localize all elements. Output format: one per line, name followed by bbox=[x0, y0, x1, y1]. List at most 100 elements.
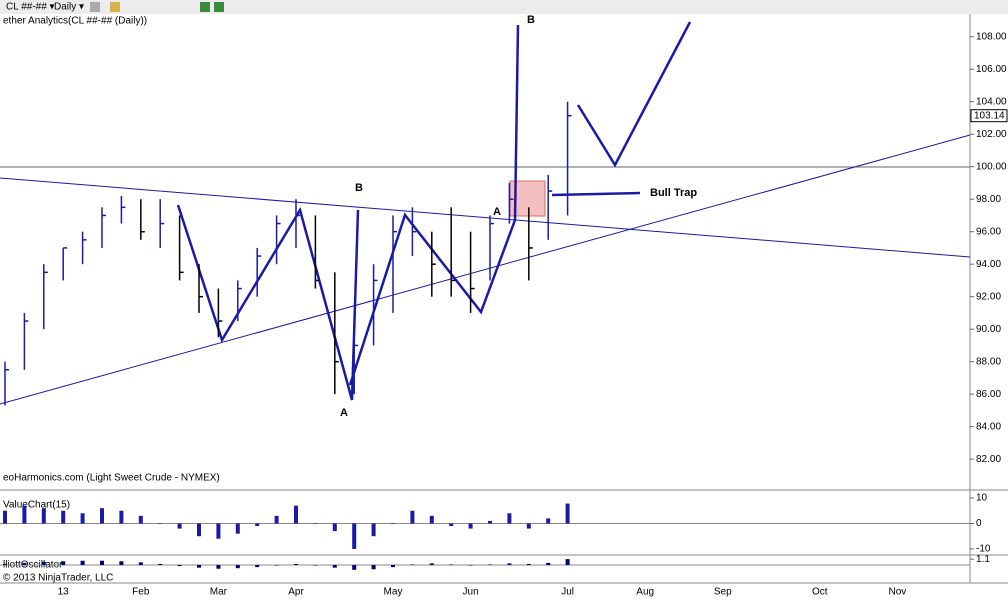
y-tick-label: 90.00 bbox=[976, 324, 1001, 335]
indicator-bar bbox=[449, 564, 454, 565]
indicator-bar bbox=[332, 523, 337, 532]
toolbar-icon[interactable] bbox=[214, 2, 224, 12]
arrow bbox=[551, 191, 641, 197]
indicator-bar bbox=[255, 565, 260, 568]
price-marker: 103.14 bbox=[974, 110, 1005, 121]
y-tick-label: 98.00 bbox=[976, 194, 1001, 205]
y-tick-label: 108.00 bbox=[976, 31, 1007, 42]
indicator-bar bbox=[197, 565, 201, 568]
indicator-bar bbox=[371, 523, 376, 537]
trend-line bbox=[0, 134, 971, 405]
indicator-bar bbox=[3, 510, 7, 524]
annotation: Bull Trap bbox=[650, 187, 697, 199]
indicator-bar bbox=[391, 523, 395, 524]
indicator-bar bbox=[100, 508, 104, 524]
toolbar-icon[interactable] bbox=[90, 2, 100, 12]
indicator-bar bbox=[313, 523, 318, 524]
indicator-bar bbox=[197, 523, 201, 537]
period-selector[interactable]: Daily ▾ bbox=[54, 2, 84, 13]
y-tick-label: 86.00 bbox=[976, 389, 1001, 400]
y-tick-label: 100.00 bbox=[976, 161, 1007, 172]
indicator-bar bbox=[332, 565, 337, 568]
x-tick-label: Aug bbox=[636, 587, 654, 598]
price-marker-box bbox=[970, 109, 1008, 123]
indicator-bar bbox=[410, 510, 415, 524]
indicator-bar bbox=[100, 560, 104, 565]
x-tick-label: Oct bbox=[812, 587, 828, 598]
indicator-bar bbox=[352, 523, 357, 549]
y-tick-label: 88.00 bbox=[976, 356, 1001, 367]
indicator-bar bbox=[488, 520, 492, 524]
indicator-bar bbox=[22, 562, 27, 565]
indicator-bar bbox=[371, 565, 376, 570]
copyright: © 2013 NinjaTrader, LLC bbox=[3, 573, 113, 584]
toolbar-icon[interactable] bbox=[110, 2, 120, 12]
wave-path bbox=[348, 24, 520, 386]
indicator-bar bbox=[507, 513, 512, 524]
indicator-bar bbox=[235, 523, 240, 534]
trend-line bbox=[0, 177, 971, 258]
wave-path bbox=[176, 204, 360, 401]
indicator-bar bbox=[526, 523, 531, 529]
y-tick-label: 104.00 bbox=[976, 96, 1007, 107]
wave-path bbox=[576, 21, 692, 168]
annotation: B bbox=[527, 14, 535, 26]
indicator-bar bbox=[352, 565, 357, 570]
indicator-bar bbox=[80, 513, 85, 524]
indicator-bar bbox=[138, 562, 143, 565]
y-tick-label: 1.1 bbox=[976, 554, 990, 565]
x-tick-label: Nov bbox=[889, 587, 907, 598]
x-tick-label: Jun bbox=[463, 587, 479, 598]
indicator-bar bbox=[119, 510, 124, 524]
indicator-bar bbox=[546, 562, 551, 565]
x-tick-label: May bbox=[384, 587, 403, 598]
indicator-bar bbox=[80, 560, 85, 565]
indicator-bar bbox=[274, 565, 279, 566]
indicator-title: ValueChart(15) bbox=[3, 500, 70, 511]
wave-arrows bbox=[176, 21, 692, 401]
indicator-bar bbox=[255, 523, 260, 527]
x-tick-label: Mar bbox=[210, 587, 228, 598]
indicator-bar bbox=[22, 505, 27, 524]
indicator-bar bbox=[313, 565, 318, 566]
indicator-bar bbox=[158, 523, 163, 524]
indicator-bar bbox=[507, 563, 512, 565]
indicator-bar bbox=[119, 561, 124, 565]
indicator-bar bbox=[526, 563, 531, 565]
y-tick-label: 94.00 bbox=[976, 259, 1001, 270]
indicator-bar bbox=[546, 518, 551, 524]
toolbar bbox=[0, 0, 1008, 14]
y-tick-label: 92.00 bbox=[976, 291, 1001, 302]
indicator-bar bbox=[235, 565, 240, 569]
indicator-bar bbox=[429, 563, 434, 565]
toolbar-icon[interactable] bbox=[200, 2, 210, 12]
annotation: B bbox=[355, 182, 363, 194]
x-tick-label: 13 bbox=[58, 587, 70, 598]
indicator-bar bbox=[177, 523, 182, 529]
indicator-bar bbox=[294, 505, 298, 524]
indicator-bar bbox=[41, 508, 46, 524]
y-tick-label: 96.00 bbox=[976, 226, 1001, 237]
indicator-bar bbox=[410, 564, 415, 565]
indicator-bar bbox=[61, 510, 66, 524]
indicator-bar bbox=[138, 515, 143, 524]
indicator-bar bbox=[3, 563, 7, 565]
indicator-bar bbox=[391, 565, 395, 568]
indicator-bar bbox=[429, 515, 434, 524]
watermark: eoHarmonics.com (Light Sweet Crude - NYM… bbox=[3, 473, 220, 484]
instrument-selector[interactable]: CL ##-## ▾ bbox=[6, 2, 55, 13]
indicator-bar bbox=[216, 523, 221, 539]
y-tick-label: -10 bbox=[976, 544, 991, 555]
indicator-bar bbox=[216, 565, 221, 569]
chart-title: ether Analytics(CL ##-## (Daily)) bbox=[3, 16, 147, 27]
indicator-bar bbox=[449, 523, 454, 527]
indicator-bar bbox=[274, 515, 279, 524]
indicator-bar bbox=[294, 563, 298, 565]
indicator-bar bbox=[61, 561, 66, 565]
indicator-bar bbox=[565, 503, 570, 524]
indicator-bar bbox=[468, 523, 473, 529]
x-tick-label: Feb bbox=[132, 587, 150, 598]
indicator-bar bbox=[158, 563, 163, 565]
y-tick-label: 10 bbox=[976, 493, 988, 504]
